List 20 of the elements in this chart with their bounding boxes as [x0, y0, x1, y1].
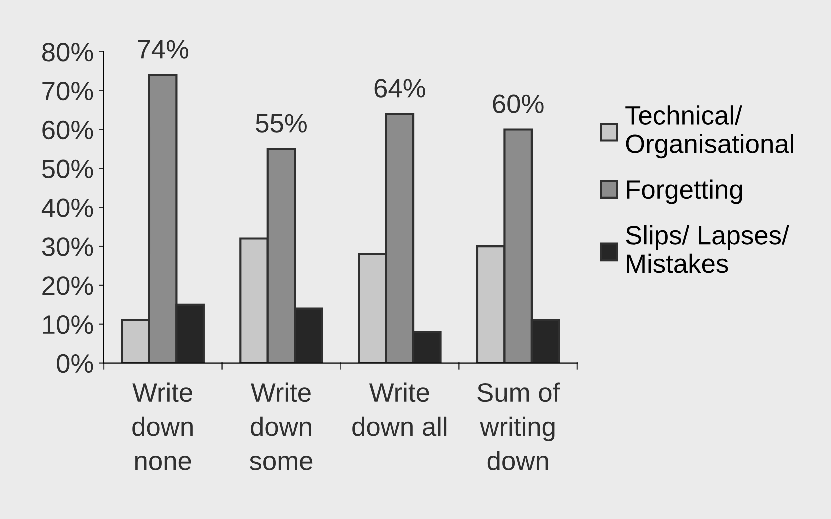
y-tick-label: 10%	[43, 316, 94, 334]
y-tick-label: 80%	[42, 43, 94, 62]
x-tick-label: Write down some	[250, 382, 313, 470]
data-label: 74%	[138, 40, 189, 59]
y-tick-label: 50%	[42, 160, 94, 178]
data-label: 64%	[374, 79, 426, 98]
y-tick-label: 20%	[42, 276, 94, 296]
y-tick-label: 0%	[57, 354, 94, 374]
y-tick-label: 70%	[42, 82, 94, 101]
x-tick-label: Write down all	[352, 382, 447, 436]
legend-label: Forgetting	[627, 180, 742, 204]
x-tick-label: Sum of writing down	[478, 382, 560, 470]
x-tick-label: Write down none	[132, 382, 193, 470]
y-tick-label: 40%	[42, 198, 94, 218]
y-tick-label: 60%	[42, 120, 94, 140]
legend-label: Slips/ Lapses/ Mistakes	[626, 225, 790, 274]
legend-label: Technical/ Organisational	[626, 106, 794, 159]
data-label: 60%	[493, 94, 544, 114]
data-label: 55%	[256, 114, 307, 133]
y-tick-label: 30%	[42, 238, 94, 256]
